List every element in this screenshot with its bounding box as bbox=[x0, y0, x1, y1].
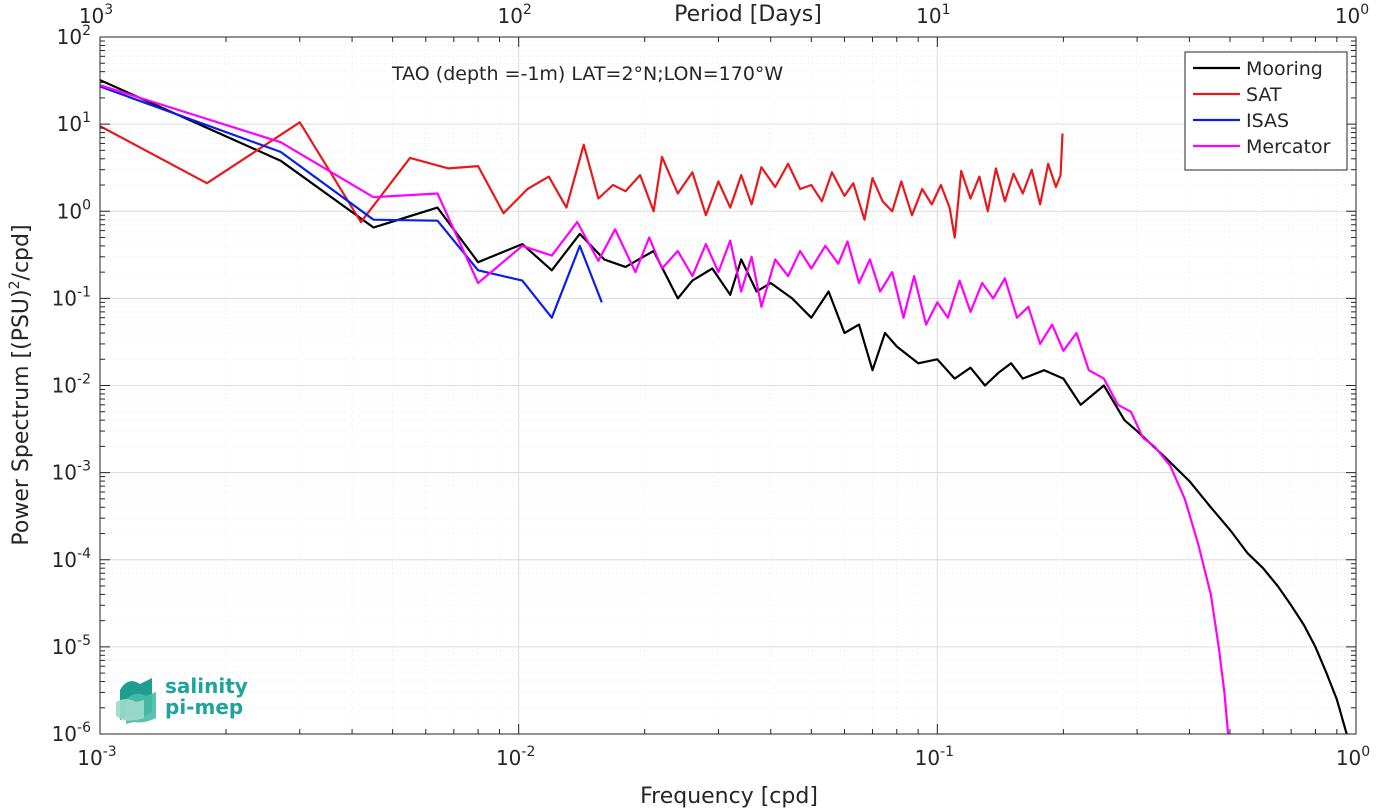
series-line-mooring bbox=[100, 79, 1348, 734]
y-tick-label-exp: -6 bbox=[77, 720, 91, 736]
y-axis-title-end: /cpd] bbox=[9, 224, 34, 280]
y-tick-label: 10-2 bbox=[52, 372, 91, 398]
y-tick-label-base: 10 bbox=[52, 635, 77, 659]
x-tick-label-base: 10 bbox=[915, 746, 940, 770]
top-tick-label-exp: 0 bbox=[1360, 2, 1369, 18]
legend-label-isas: ISAS bbox=[1246, 110, 1289, 132]
y-axis-title-sup: 2 bbox=[7, 280, 23, 289]
y-axis-title-main: Power Spectrum [(PSU) bbox=[9, 289, 34, 545]
legend-label-mercator: Mercator bbox=[1246, 136, 1331, 158]
x-tick-label-exp: 0 bbox=[1361, 744, 1370, 760]
top-axis-title: Period [Days] bbox=[674, 2, 822, 27]
top-tick-label-base: 10 bbox=[1335, 4, 1360, 28]
y-tick-label-exp: 2 bbox=[82, 23, 91, 39]
y-tick-label: 10-1 bbox=[52, 284, 91, 310]
y-tick-label-exp: -4 bbox=[77, 546, 91, 562]
y-tick-label-exp: 0 bbox=[82, 197, 91, 213]
x-tick-label-exp: -3 bbox=[103, 744, 117, 760]
series-line-mercator bbox=[100, 84, 1230, 734]
y-tick-label: 101 bbox=[57, 110, 91, 136]
y-tick-label-base: 10 bbox=[52, 722, 77, 746]
logo-text-pimep: pi-mep bbox=[165, 695, 243, 719]
top-tick-label: 102 bbox=[497, 2, 531, 28]
logo-text-salinity: salinity bbox=[165, 674, 248, 698]
top-tick-label: 101 bbox=[916, 2, 950, 28]
legend: Mooring SAT ISAS Mercator bbox=[1184, 51, 1348, 171]
x-tick-label: 10-1 bbox=[915, 744, 954, 770]
y-axis-title: Power Spectrum [(PSU)2/cpd] bbox=[7, 224, 34, 545]
y-tick-label: 102 bbox=[57, 23, 91, 49]
legend-box bbox=[1184, 51, 1348, 171]
y-tick-label-base: 10 bbox=[57, 199, 82, 223]
top-tick-label-exp: 3 bbox=[104, 2, 113, 18]
y-tick-label-base: 10 bbox=[52, 461, 77, 485]
x-tick-label: 10-2 bbox=[496, 744, 535, 770]
y-tick-label-base: 10 bbox=[52, 374, 77, 398]
x-tick-label-base: 10 bbox=[1336, 746, 1361, 770]
series-line-sat bbox=[100, 121, 1064, 239]
top-tick-label: 100 bbox=[1335, 2, 1369, 28]
salinity-pimep-logo: salinity pi-mep bbox=[116, 674, 248, 724]
top-tick-label-exp: 1 bbox=[942, 2, 951, 18]
y-tick-label-base: 10 bbox=[52, 286, 77, 310]
y-tick-label-exp: -5 bbox=[77, 633, 91, 649]
x-tick-label-exp: -2 bbox=[521, 744, 535, 760]
y-tick-label-base: 10 bbox=[57, 25, 82, 49]
series-line-isas bbox=[100, 85, 603, 319]
y-tick-label-exp: -2 bbox=[77, 372, 91, 388]
y-tick-label-exp: 1 bbox=[82, 110, 91, 126]
x-tick-label-exp: -1 bbox=[940, 744, 954, 760]
y-tick-label: 10-5 bbox=[52, 633, 91, 659]
y-tick-label: 10-6 bbox=[52, 720, 92, 746]
chart-title: TAO (depth =-1m) LAT=2°N;LON=170°W bbox=[391, 63, 783, 85]
y-tick-label: 10-3 bbox=[52, 459, 91, 485]
x-tick-label: 100 bbox=[1336, 744, 1370, 770]
top-tick-label-base: 10 bbox=[497, 4, 522, 28]
top-tick-label-base: 10 bbox=[79, 4, 104, 28]
y-tick-label-exp: -1 bbox=[77, 284, 91, 300]
legend-label-sat: SAT bbox=[1246, 84, 1282, 106]
x-axis-title: Frequency [cpd] bbox=[640, 784, 818, 809]
x-tick-label-base: 10 bbox=[77, 746, 102, 770]
legend-label-mooring: Mooring bbox=[1246, 58, 1323, 80]
y-tick-label-base: 10 bbox=[52, 548, 77, 572]
x-tick-label: 10-3 bbox=[77, 744, 116, 770]
y-tick-label: 10-4 bbox=[52, 546, 92, 572]
logo-waves-icon bbox=[116, 678, 156, 724]
top-tick-label-exp: 2 bbox=[523, 2, 532, 18]
y-tick-label: 100 bbox=[57, 197, 91, 223]
top-tick-label: 103 bbox=[79, 2, 113, 28]
y-tick-label-exp: -3 bbox=[77, 459, 91, 475]
x-tick-label-base: 10 bbox=[496, 746, 521, 770]
y-tick-label-base: 10 bbox=[57, 112, 82, 136]
series-lines bbox=[100, 79, 1348, 734]
top-tick-label-base: 10 bbox=[916, 4, 941, 28]
